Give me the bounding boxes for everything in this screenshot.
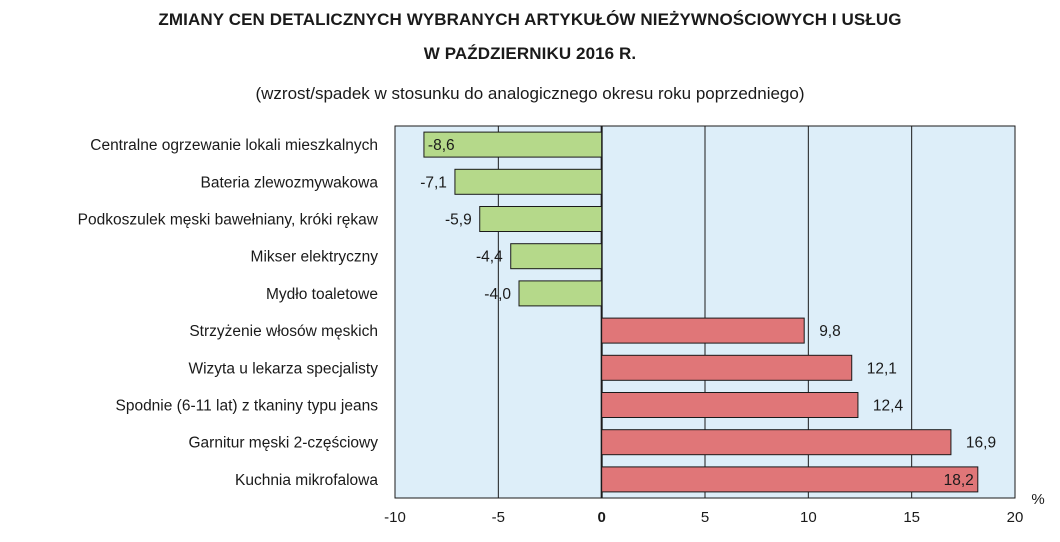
x-axis-unit-label: % — [1031, 491, 1044, 508]
bar — [601, 317, 805, 344]
bar — [601, 429, 952, 456]
category-label: Mydło toaletowe — [266, 286, 378, 303]
bar-value-label: -8,6 — [428, 137, 455, 154]
category-label: Garnitur męski 2-częściowy — [189, 435, 379, 452]
chart-title-line-1: ZMIANY CEN DETALICZNYCH WYBRANYCH ARTYKU… — [158, 10, 902, 29]
bar-value-label: 18,2 — [944, 472, 974, 489]
bar — [518, 280, 603, 307]
x-tick-label: 20 — [1007, 509, 1024, 526]
bar-value-label: -4,4 — [476, 249, 503, 266]
bar-value-label: -5,9 — [445, 212, 472, 229]
x-tick-label: 10 — [800, 509, 817, 526]
bar — [601, 466, 979, 493]
bar — [479, 206, 603, 232]
category-label: Bateria zlewozmywakowa — [201, 174, 379, 191]
x-tick-label: 0 — [597, 509, 605, 526]
x-axis-tick-labels: -10 -5 0 5 10 15 20 — [384, 509, 1023, 526]
x-tick-label: 5 — [701, 509, 709, 526]
bar-value-label: -7,1 — [420, 174, 447, 191]
x-tick-label: -10 — [384, 509, 406, 526]
category-label: Mikser elektryczny — [251, 249, 379, 266]
bar — [423, 131, 603, 158]
category-label: Spodnie (6-11 lat) z tkaniny typu jeans — [115, 398, 378, 415]
value-labels: -8,6 -7,1 -5,9 -4,4 -4,0 9,8 12,1 12,4 16,9 18,2 — [420, 137, 996, 489]
category-label: Kuchnia mikrofalowa — [235, 472, 378, 489]
category-label: Wizyta u lekarza specjalisty — [188, 360, 378, 377]
bar — [601, 392, 859, 418]
bar — [454, 168, 603, 195]
x-tick-label: -5 — [492, 509, 505, 526]
chart-title-line-2: W PAŹDZIERNIKU 2016 R. — [423, 44, 637, 63]
bar-value-label: 9,8 — [819, 323, 841, 340]
bar — [601, 354, 853, 381]
bar — [510, 243, 603, 270]
bars — [423, 131, 979, 493]
x-tick-label: 15 — [903, 509, 920, 526]
bar-value-label: -4,0 — [484, 286, 511, 303]
bar-value-label: 16,9 — [966, 435, 996, 452]
category-labels: Centralne ogrzewanie lokali mieszkalnych… — [78, 137, 379, 489]
category-label: Strzyżenie włosów męskich — [189, 323, 378, 340]
plot-frame — [394, 125, 1016, 499]
category-label: Centralne ogrzewanie lokali mieszkalnych — [90, 137, 378, 154]
bar-value-label: 12,1 — [867, 360, 897, 377]
category-label: Podkoszulek męski bawełniany, króki ręka… — [78, 212, 379, 229]
bar-value-label: 12,4 — [873, 398, 904, 415]
chart-subtitle: (wzrost/spadek w stosunku do analogiczne… — [255, 84, 805, 103]
